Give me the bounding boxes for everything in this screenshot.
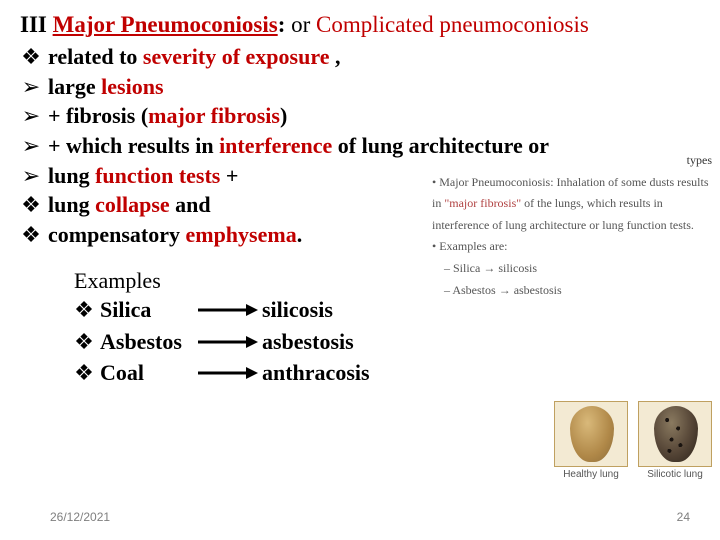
- arrow-icon: ➢: [20, 131, 42, 161]
- lung-healthy-image: [554, 401, 628, 467]
- bullet-text-red: severity of exposure: [143, 44, 330, 69]
- lung-shape-icon: [570, 406, 614, 462]
- lung-silicotic-image: [638, 401, 712, 467]
- bullet-text-post: .: [297, 222, 303, 247]
- arrow-icon: ➢: [20, 161, 42, 191]
- diamond-icon: ❖: [20, 42, 42, 72]
- snippet-line: interference of lung architecture or lun…: [432, 215, 712, 237]
- example-cause: Silica: [94, 294, 194, 326]
- snippet-example-row: Asbestosasbestosis: [432, 280, 712, 302]
- lung-spots-icon: [654, 406, 698, 462]
- bullet-text-pre: + fibrosis (: [48, 103, 148, 128]
- lung-healthy-card: Healthy lung: [554, 401, 628, 480]
- arrow-icon: [198, 335, 258, 349]
- example-disease: anthracosis: [262, 357, 370, 389]
- footer-date: 26/12/2021: [50, 510, 110, 524]
- bullet-text-post: ): [280, 103, 287, 128]
- footer-page-number: 24: [677, 510, 690, 524]
- snippet-line: in "major fibrosis" of the lungs, which …: [432, 193, 712, 215]
- bullet-text-pre: related to: [48, 44, 143, 69]
- example-disease: silicosis: [262, 294, 333, 326]
- bullet-text-pre: lung: [48, 163, 95, 188]
- bullet-item: ➢ + fibrosis (major fibrosis): [20, 101, 700, 131]
- snippet-line: Major Pneumoconiosis: Inhalation of some…: [432, 172, 712, 194]
- diamond-icon: ❖: [74, 326, 94, 358]
- bullet-text-red: interference: [219, 133, 332, 158]
- example-cause: Asbestos: [94, 326, 194, 358]
- bullet-text-pre: lung: [48, 192, 95, 217]
- diamond-icon: ❖: [20, 220, 42, 250]
- example-row: ❖ Coal anthracosis: [74, 357, 700, 389]
- diamond-icon: ❖: [74, 294, 94, 326]
- slide-title: III Major Pneumoconiosis: or Complicated…: [20, 10, 700, 40]
- arrow-icon: [198, 303, 258, 317]
- lung-healthy-caption: Healthy lung: [554, 469, 628, 480]
- title-colon: :: [278, 12, 291, 37]
- bullet-text-post: +: [220, 163, 238, 188]
- diamond-icon: ❖: [74, 357, 94, 389]
- arrow-icon: [198, 366, 258, 380]
- bullet-text-red: function tests: [95, 163, 220, 188]
- title-prefix: III: [20, 12, 53, 37]
- bullet-text-pre: large: [48, 74, 101, 99]
- snippet-example-row: Silicasilicosis: [432, 258, 712, 280]
- bullet-text-pre: + which results in: [48, 133, 219, 158]
- side-snippet: types Major Pneumoconiosis: Inhalation o…: [432, 150, 712, 301]
- snippet-types: types: [432, 150, 712, 172]
- bullet-item: ❖ related to severity of exposure ,: [20, 42, 700, 72]
- example-row: ❖ Asbestos asbestosis: [74, 326, 700, 358]
- arrow-icon: ➢: [20, 101, 42, 131]
- bullet-item: ➢ large lesions: [20, 72, 700, 102]
- bullet-text-pre: compensatory: [48, 222, 185, 247]
- diamond-icon: ❖: [20, 190, 42, 220]
- lung-silicotic-card: Silicotic lung: [638, 401, 712, 480]
- title-main: Major Pneumoconiosis: [53, 12, 278, 37]
- bullet-text-post: ,: [329, 44, 340, 69]
- title-alt: Complicated pneumoconiosis: [316, 12, 589, 37]
- bullet-text-red: collapse: [95, 192, 170, 217]
- bullet-text-red: major fibrosis: [148, 103, 280, 128]
- lung-silicotic-caption: Silicotic lung: [638, 469, 712, 480]
- arrow-icon: ➢: [20, 72, 42, 102]
- title-or: or: [291, 12, 316, 37]
- lung-images: Healthy lung Silicotic lung: [554, 401, 712, 480]
- snippet-examples: Examples are:: [432, 236, 712, 258]
- lung-shape-icon: [654, 406, 698, 462]
- bullet-text-post: and: [170, 192, 211, 217]
- example-disease: asbestosis: [262, 326, 354, 358]
- bullet-text-red: emphysema: [185, 222, 296, 247]
- bullet-text-red: lesions: [101, 74, 163, 99]
- example-cause: Coal: [94, 357, 194, 389]
- slide: III Major Pneumoconiosis: or Complicated…: [0, 0, 720, 540]
